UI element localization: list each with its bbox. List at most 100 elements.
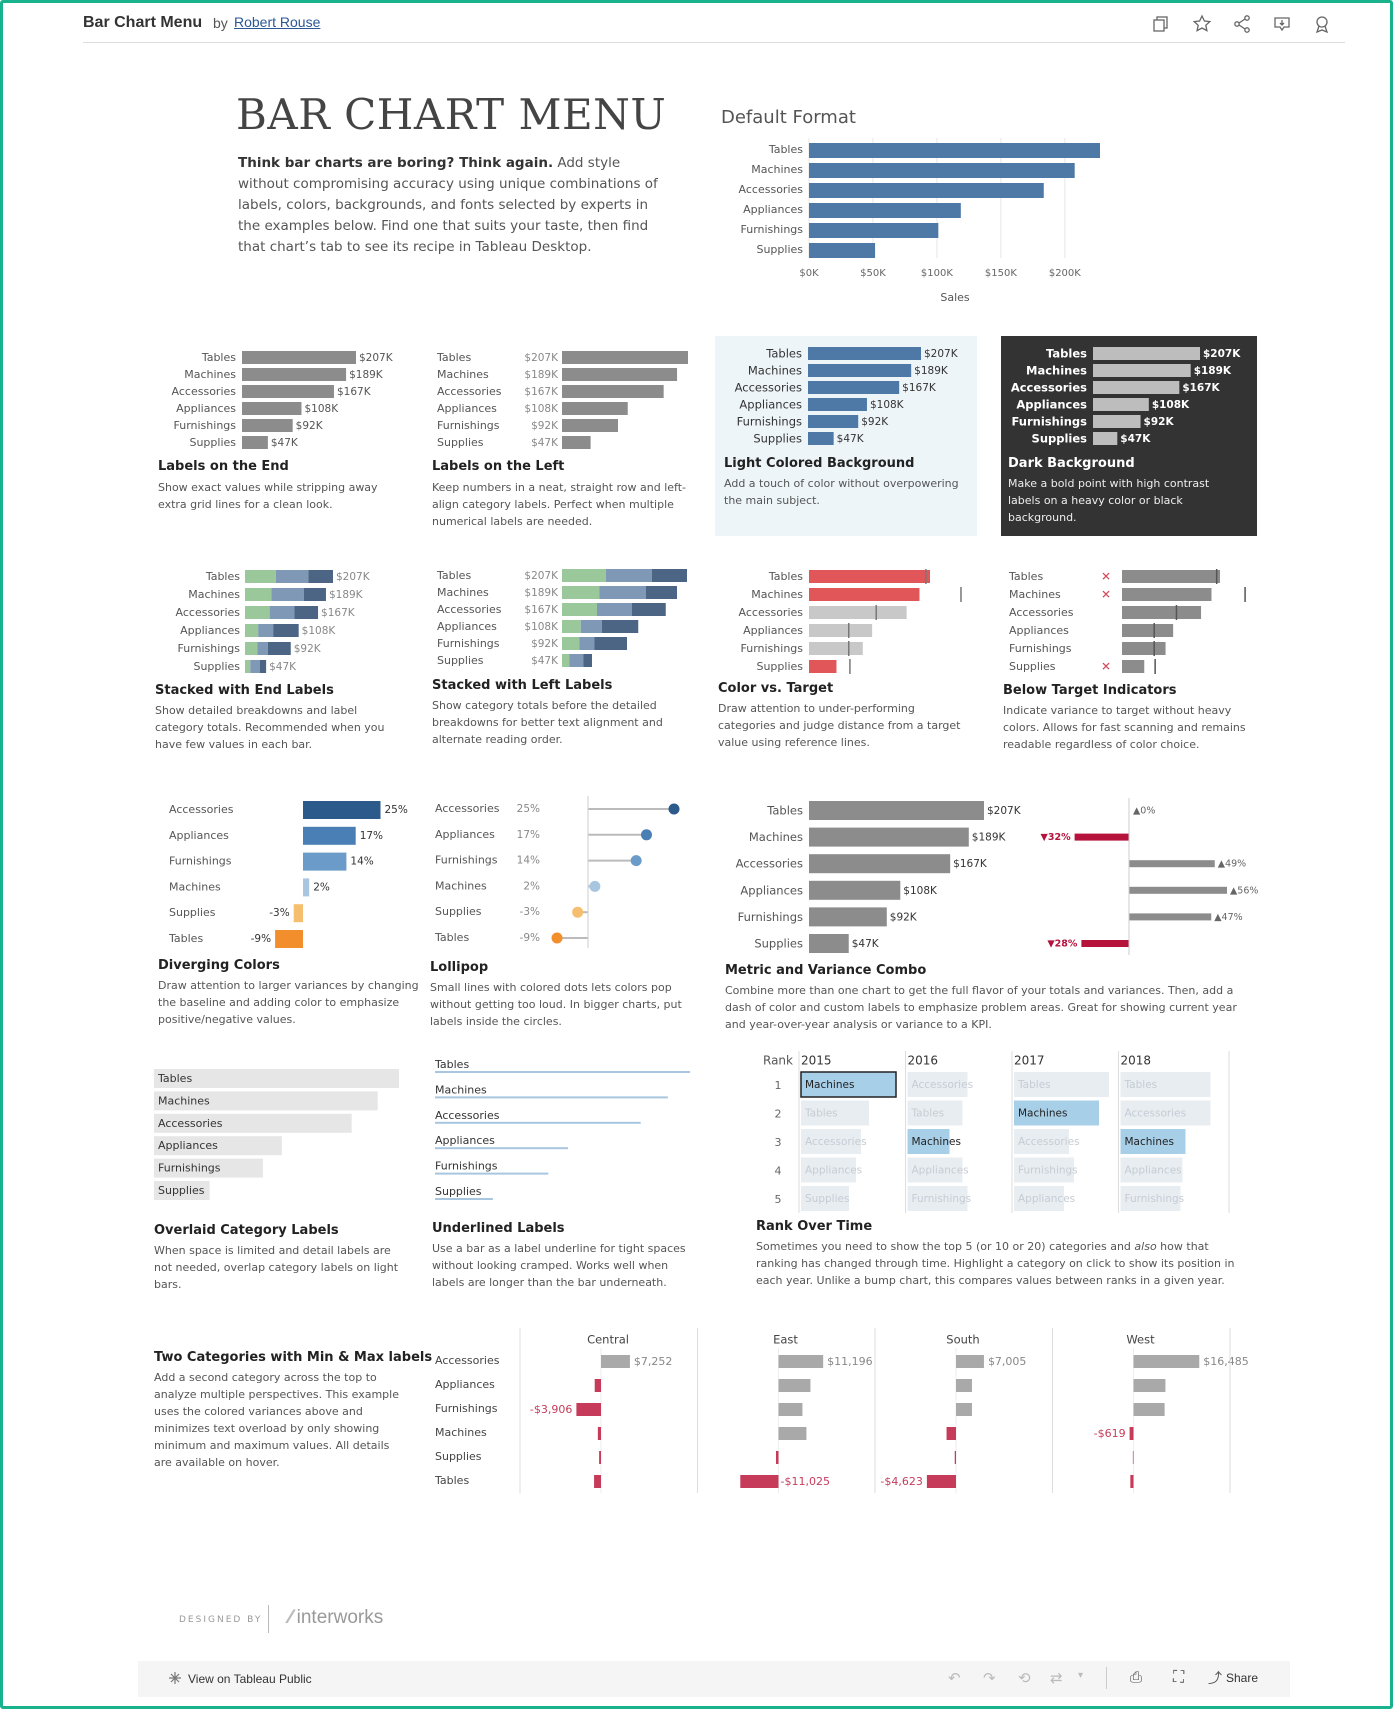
- category-label: Appliances: [158, 1139, 218, 1152]
- value-label: 2%: [523, 880, 540, 892]
- bar: [154, 1181, 210, 1200]
- author-link[interactable]: Robert Rouse: [234, 14, 321, 30]
- category-label: Accessories: [735, 381, 802, 395]
- bar: [303, 801, 381, 819]
- bar: [1093, 364, 1191, 377]
- view-on-tableau-link[interactable]: View on Tableau Public: [188, 1672, 312, 1686]
- rank-cell: [907, 1157, 963, 1183]
- lollipop-desc: Small lines with colored dots lets color…: [430, 981, 682, 1028]
- bar: [562, 436, 591, 449]
- rank-cell-label: Appliances: [805, 1165, 862, 1177]
- stacked-segment: [652, 569, 687, 582]
- bar: [154, 1091, 378, 1111]
- bar: [1093, 432, 1118, 445]
- fullscreen-icon[interactable]: ⛶: [1173, 1667, 1185, 1686]
- tableau-icon: [169, 1672, 181, 1684]
- variance-label: ▲47%: [1214, 912, 1242, 923]
- category-label: Accessories: [1011, 381, 1087, 395]
- variance-bar: [1074, 833, 1129, 841]
- category-label: Tables: [168, 932, 203, 945]
- category-label: Furnishings: [437, 419, 500, 432]
- category-label: Tables: [434, 1058, 469, 1071]
- rank-number: 4: [775, 1165, 782, 1178]
- bar: [242, 368, 347, 381]
- share-icon[interactable]: [1231, 13, 1253, 35]
- region-label: East: [773, 1333, 798, 1347]
- value-label: 14%: [350, 856, 373, 868]
- category-label: Appliances: [740, 883, 803, 897]
- x-tick-label: $0K: [799, 268, 819, 279]
- bar: [562, 385, 664, 398]
- pause-icon[interactable]: ⇄: [1050, 1669, 1063, 1687]
- x-marker-icon: ✕: [1101, 660, 1111, 674]
- variance-label: ▼28%: [1047, 939, 1078, 950]
- year-label: 2018: [1121, 1054, 1152, 1068]
- stacked-segment: [250, 660, 260, 673]
- rank-cell-label: Appliances: [1018, 1193, 1075, 1205]
- rank-cell-label: Accessories: [1018, 1136, 1080, 1148]
- rank-desc: Sometimes you need to show the top 5 (or…: [756, 1238, 1236, 1289]
- chevron-down-icon[interactable]: ▾: [1078, 1670, 1084, 1681]
- combo-title: Metric and Variance Combo: [725, 963, 927, 978]
- category-label: Appliances: [437, 620, 497, 633]
- category-label: Accessories: [739, 606, 804, 619]
- category-label: Furnishings: [435, 1402, 498, 1415]
- rank-cell: [907, 1100, 963, 1126]
- stacked-segment: [597, 603, 632, 616]
- category-label: Accessories: [435, 1354, 500, 1367]
- download-icon[interactable]: ⎙: [1130, 1668, 1143, 1686]
- rank-desc-post: how that ranking has changed through tim…: [756, 1240, 1235, 1287]
- bar: [740, 1475, 779, 1488]
- labels-end-desc: Show exact values while stripping away e…: [158, 481, 378, 511]
- rank-cell: [907, 1186, 968, 1211]
- stacked-end-desc: Show detailed breakdowns and label categ…: [155, 704, 385, 751]
- bar: [242, 436, 268, 449]
- bar: [275, 930, 303, 948]
- category-label: Furnishings: [435, 1160, 498, 1173]
- default-format-chart[interactable]: $0K $50K $100K $150K $200K Tables Machines Acce…: [733, 133, 1133, 313]
- category-label: Accessories: [736, 857, 803, 871]
- download-icon[interactable]: [1271, 13, 1293, 35]
- combo-desc: Combine more than one chart to get the f…: [725, 984, 1237, 1031]
- bar: [303, 852, 347, 871]
- intro-body: Add style without compromising accuracy …: [238, 155, 658, 255]
- stacked-segment: [562, 637, 580, 650]
- category-label: Accessories: [176, 606, 241, 619]
- bar: [242, 385, 334, 398]
- star-icon[interactable]: [1191, 13, 1213, 35]
- revert-icon[interactable]: ⟲: [1018, 1669, 1031, 1687]
- lollipop-dot: [551, 932, 563, 944]
- badge-icon[interactable]: [1311, 13, 1333, 35]
- stacked-segment: [269, 606, 295, 619]
- value-label: $167K: [1182, 382, 1220, 394]
- bar: [1122, 642, 1166, 655]
- undo-icon[interactable]: ↶: [948, 1669, 961, 1687]
- copy-icon[interactable]: [1151, 13, 1173, 35]
- value-label: $207K: [1203, 348, 1241, 360]
- value-label: $167K: [524, 386, 559, 398]
- variance-bar: [1129, 913, 1212, 921]
- redo-icon[interactable]: ↷: [983, 1669, 996, 1687]
- chart-menu-grid[interactable]: Tables $207K Machines $189K Accessories $167K…: [3, 3, 1393, 1709]
- stacked-segment: [645, 586, 677, 599]
- bar: [1132, 1451, 1134, 1464]
- bar: [1093, 398, 1149, 411]
- category-label: Supplies: [753, 432, 802, 446]
- bar: [809, 163, 1075, 178]
- value-label: $189K: [524, 369, 559, 381]
- rank-cell: [801, 1157, 856, 1183]
- category-label: Furnishings: [741, 642, 804, 655]
- category-label: Appliances: [1009, 624, 1069, 637]
- category-label: Tables: [436, 351, 471, 364]
- overlaid-desc: When space is limited and detail labels …: [154, 1244, 399, 1291]
- bar: [1093, 347, 1200, 360]
- value-label: $108K: [1152, 399, 1190, 411]
- stacked-segment: [599, 586, 646, 599]
- rank-cell: [907, 1072, 968, 1097]
- value-label: $47K: [531, 437, 559, 449]
- rank-cell-label: Tables: [911, 1108, 945, 1120]
- category-label: Accessories: [435, 1109, 500, 1122]
- max-label: $11,196: [827, 1355, 873, 1368]
- share-button[interactable]: Share: [1226, 1671, 1259, 1685]
- diverging-title: Diverging Colors: [158, 958, 280, 973]
